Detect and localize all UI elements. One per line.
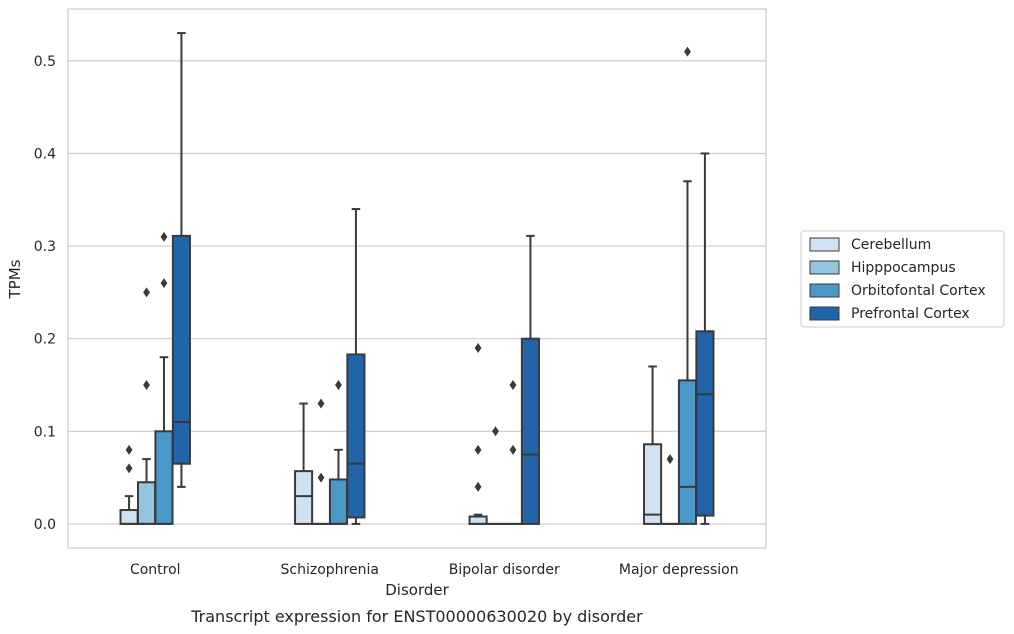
outlier-point <box>143 380 150 391</box>
outlier-point <box>317 472 325 483</box>
x-tick-label: Bipolar disorder <box>449 562 560 578</box>
outlier-point <box>509 380 517 391</box>
legend-swatch <box>809 306 840 321</box>
plot-frame <box>67 8 767 549</box>
box-body <box>677 379 698 525</box>
box-1-2 <box>485 426 506 525</box>
outlier-point <box>474 481 482 492</box>
y-tick-label: 0.0 <box>34 517 56 533</box>
box-2-2 <box>503 380 523 525</box>
box-2-3 <box>677 46 698 525</box>
y-tick-label: 0.2 <box>34 332 56 348</box>
y-axis-label: TPMs <box>6 259 24 299</box>
legend: Cerebellum Hipppocampus Orbitofontal Corte… <box>800 230 1005 328</box>
outlier-point <box>125 463 133 474</box>
outlier-point <box>666 454 674 465</box>
box-0-0 <box>119 444 139 525</box>
box-groups <box>119 32 715 525</box>
box-1-3 <box>660 454 680 525</box>
outlier-point <box>335 380 342 391</box>
box-2-0 <box>154 231 174 525</box>
outlier-point <box>474 342 482 353</box>
outlier-point <box>317 398 325 409</box>
box-body <box>520 337 540 525</box>
legend-swatch <box>809 237 840 252</box>
box-body <box>468 515 488 525</box>
legend-label: Cerebellum <box>851 237 931 253</box>
y-tick-label: 0.3 <box>34 239 56 255</box>
box-0-1 <box>294 402 314 525</box>
box-1-0 <box>136 287 157 525</box>
box-3-1 <box>346 208 366 525</box>
x-tick-label: Schizophrenia <box>281 562 379 578</box>
outlier-point <box>684 46 691 57</box>
x-tick-labels: Control Schizophrenia Bipolar disorder Majo… <box>130 562 739 578</box>
box-body <box>119 509 139 525</box>
box-body <box>328 478 349 525</box>
box-body <box>643 443 663 525</box>
box-0-2 <box>468 342 488 525</box>
y-tick-label: 0.5 <box>34 54 56 70</box>
y-tick-labels: 0.0 0.1 0.2 0.3 0.4 0.5 <box>34 54 56 533</box>
box-body <box>171 234 191 465</box>
x-tick-label: Major depression <box>619 562 739 578</box>
outlier-point <box>160 231 168 242</box>
box-body <box>346 353 366 519</box>
outlier-point <box>143 287 150 298</box>
box-body <box>136 481 157 525</box>
x-axis-label: Disorder <box>385 581 449 599</box>
figure-caption: Transcript expression for ENST0000063002… <box>190 607 643 626</box>
box-2-1 <box>328 380 349 525</box>
legend-label: Prefrontal Cortex <box>851 306 970 322</box>
box-body <box>695 330 715 517</box>
legend-label: Hipppocampus <box>851 260 956 276</box>
outlier-point <box>160 278 168 289</box>
legend-swatch <box>809 260 840 275</box>
legend-frame <box>800 230 1005 328</box>
box-0-3 <box>643 365 663 525</box>
y-tick-label: 0.4 <box>34 146 56 162</box>
box-3-2 <box>520 234 540 525</box>
outlier-point <box>125 444 133 455</box>
y-tick-label: 0.1 <box>34 424 56 440</box>
box-body <box>154 430 174 525</box>
outlier-point <box>474 444 482 455</box>
outlier-point <box>509 444 517 455</box>
box-1-1 <box>311 398 331 525</box>
outlier-point <box>492 426 499 437</box>
box-3-3 <box>695 152 715 525</box>
x-tick-label: Control <box>130 562 181 578</box>
legend-label: Orbitofontal Cortex <box>851 283 986 299</box>
box-3-0 <box>171 32 191 488</box>
legend-swatch <box>809 283 840 298</box>
box-body <box>294 470 314 525</box>
